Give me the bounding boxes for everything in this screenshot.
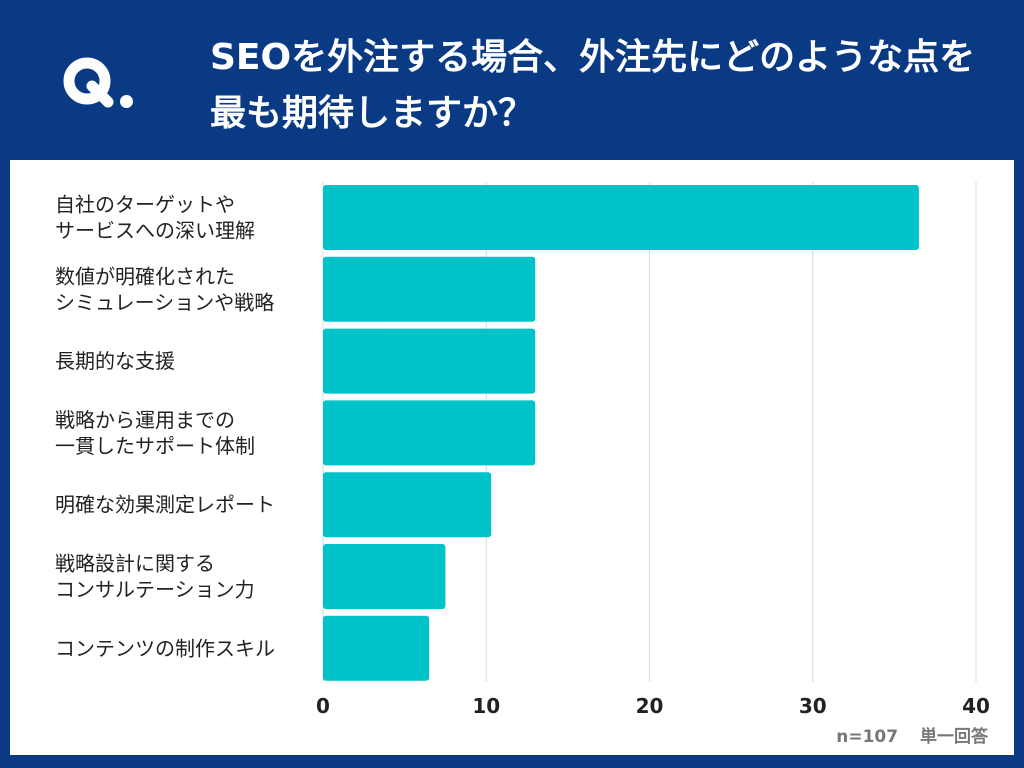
x-tick-label: 30 <box>799 694 827 718</box>
category-label: 長期的な支援 <box>55 349 175 373</box>
category-label-line: 数値が明確化された <box>55 264 235 288</box>
category-label-line: コンサルテーション力 <box>55 578 255 602</box>
bar <box>323 615 430 681</box>
sample-note: n=107 単一回答 <box>836 722 988 747</box>
category-label-line: 明確な効果測定レポート <box>55 493 275 517</box>
sample-size: n=107 <box>836 727 899 747</box>
x-tick-label: 0 <box>316 694 330 718</box>
x-tick-label: 20 <box>636 694 664 718</box>
category-label: 数値が明確化されたシミュレーションや戦略 <box>55 264 274 314</box>
answer-type: 単一回答 <box>920 727 988 747</box>
q-logo-icon <box>63 57 114 108</box>
bar <box>323 400 536 466</box>
bar-chart: 自社のターゲットやサービスへの深い理解数値が明確化されたシミュレーションや戦略長… <box>55 182 990 718</box>
bar <box>323 185 919 250</box>
header: SEOを外注する場合、外注先にどのような点を最も期待しますか？ <box>0 0 1024 160</box>
category-label-line: 戦略から運用までの <box>55 408 235 432</box>
x-tick-label: 10 <box>472 694 500 718</box>
question-title: SEOを外注する場合、外注先にどのような点を最も期待しますか？ <box>210 37 976 134</box>
x-tick-label: 40 <box>962 694 990 718</box>
chart-panel: 自社のターゲットやサービスへの深い理解 数値が明確化されたシミュレーションや戦略長… <box>10 160 1014 755</box>
category-label-layer: 自社のターゲットやサービスへの深い理解数値が明確化されたシミュレーションや戦略長… <box>55 193 275 661</box>
category-label: 自社のターゲットやサービスへの深い理解 <box>55 193 255 243</box>
category-label-line: 戦略設計に関する <box>55 552 215 576</box>
category-label-line: コンテンツの制作スキル <box>55 636 275 660</box>
bar-layer <box>323 185 919 681</box>
category-label-line: 自社のターゲットや <box>55 193 235 217</box>
bar <box>323 328 536 394</box>
category-label-line: シミュレーションや戦略 <box>55 290 274 314</box>
q-logo-dot <box>120 95 133 108</box>
bar <box>323 472 492 538</box>
category-label: 戦略設計に関するコンサルテーション力 <box>55 552 255 602</box>
category-label-line: 一貫したサポート体制 <box>55 434 255 458</box>
bar <box>323 544 446 609</box>
category-label-line: 長期的な支援 <box>55 349 175 373</box>
category-label: コンテンツの制作スキル <box>55 636 275 660</box>
category-label: 明確な効果測定レポート <box>55 493 275 517</box>
bar <box>323 256 536 322</box>
x-tick-layer: 0 10 20 30 40 <box>316 694 990 718</box>
category-label-line: サービスへの深い理解 <box>55 219 255 243</box>
category-label: 戦略から運用までの一貫したサポート体制 <box>55 408 255 458</box>
